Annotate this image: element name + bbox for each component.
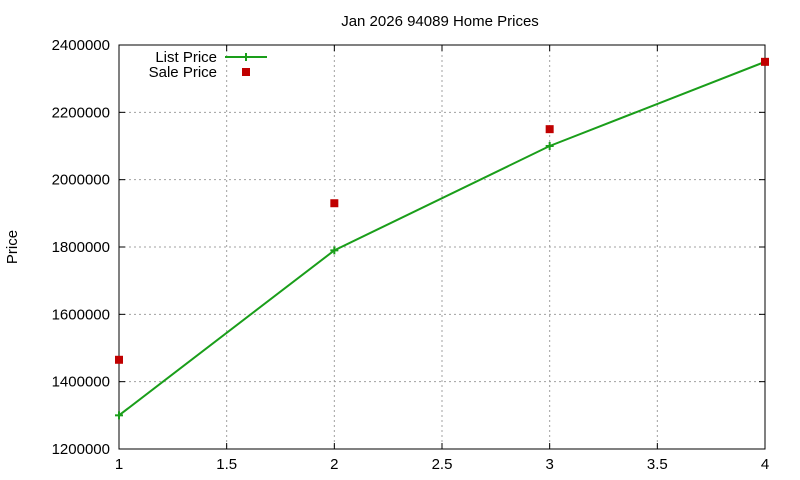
legend-entry-sale-price: Sale Price <box>149 64 250 81</box>
x-tick-label: 3 <box>545 456 553 473</box>
x-tick-label: 2 <box>330 456 338 473</box>
y-tick-label: 1600000 <box>52 306 110 323</box>
list-price-point <box>545 142 554 150</box>
y-tick-label: 1800000 <box>52 239 110 256</box>
y-axis-label: Price <box>4 230 21 264</box>
x-tick-label: 3.5 <box>647 456 668 473</box>
legend-swatch-marker <box>242 68 250 76</box>
grid-layer <box>119 45 765 449</box>
list-price-line <box>118 60 766 417</box>
y-tick-label: 2200000 <box>52 104 110 121</box>
x-tick-label: 1 <box>115 456 123 473</box>
list-price-point <box>115 411 123 420</box>
legend-swatch-marker <box>242 53 250 61</box>
sale-price-point <box>761 57 769 66</box>
legend-label: List Price <box>155 49 217 66</box>
sale-price-point <box>545 125 554 134</box>
legend-entry-list-price: List Price <box>155 49 267 66</box>
x-tick-label: 1.5 <box>216 456 237 473</box>
list-price-point <box>330 246 339 255</box>
sale-price-point <box>115 355 123 364</box>
legend-label: Sale Price <box>149 64 217 81</box>
y-tick-label: 1200000 <box>52 441 110 458</box>
y-tick-label: 2000000 <box>52 172 110 189</box>
chart-title: Jan 2026 94089 Home Prices <box>341 13 539 30</box>
series-layer <box>115 57 769 420</box>
x-tick-label: 4 <box>761 456 769 473</box>
y-tick-label: 1400000 <box>52 374 110 391</box>
sale-price-series <box>115 57 769 364</box>
ticks-layer: 1 1.5 2 2.5 3 3.5 4 1200000 1400000 1600000 180000… <box>52 37 770 473</box>
y-tick-label: 2400000 <box>52 37 110 54</box>
sale-price-point <box>330 199 339 208</box>
x-tick-label: 2.5 <box>432 456 453 473</box>
